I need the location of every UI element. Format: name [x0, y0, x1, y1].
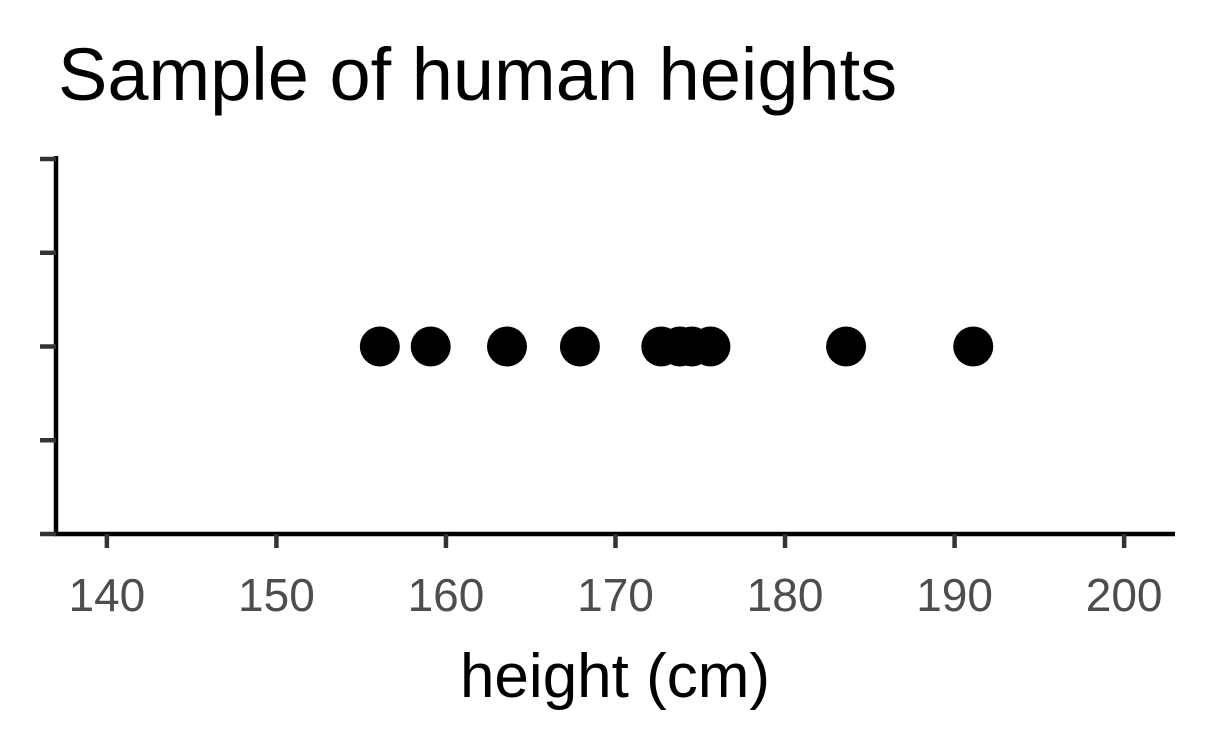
- x-tick-label: 160: [408, 569, 485, 621]
- chart-title: Sample of human heights: [58, 33, 897, 116]
- x-ticks: [104, 534, 1127, 548]
- y-ticks: [40, 156, 56, 537]
- x-axis-label: height (cm): [460, 642, 770, 711]
- axes: [53, 156, 1175, 537]
- x-tick-label: 150: [238, 569, 315, 621]
- x-tick-label: 170: [577, 569, 654, 621]
- x-tick-labels: 140 150 160 170 180 190 200: [68, 569, 1162, 621]
- data-point: [486, 326, 527, 367]
- data-point: [953, 326, 994, 367]
- data-point: [826, 326, 867, 367]
- data-points: [359, 326, 994, 367]
- x-tick-label: 180: [747, 569, 824, 621]
- x-tick-label: 140: [68, 569, 145, 621]
- data-point: [410, 326, 451, 367]
- x-tick-label: 190: [916, 569, 993, 621]
- data-point: [690, 326, 731, 367]
- x-tick-label: 200: [1086, 569, 1163, 621]
- data-point: [559, 326, 600, 367]
- data-point: [359, 326, 400, 367]
